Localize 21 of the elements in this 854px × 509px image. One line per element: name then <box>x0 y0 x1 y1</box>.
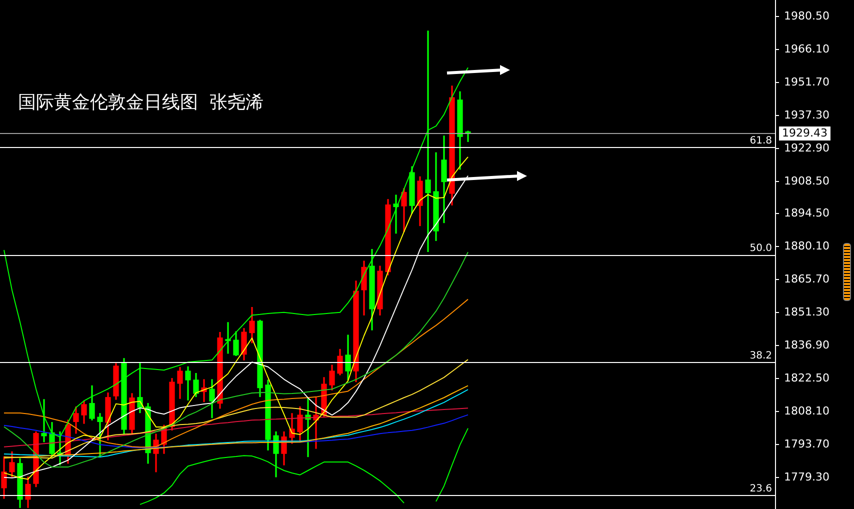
y-tick-label: 1865.70 <box>784 272 830 286</box>
y-tick-label: 1822.50 <box>784 371 830 384</box>
y-tick-label: 1779.30 <box>784 470 830 484</box>
y-tick-label: 1951.70 <box>784 75 830 88</box>
ref-line-label: 1929.43 <box>782 126 828 140</box>
annotation: 61.8 <box>750 136 772 147</box>
text: 国际黄金伦敦金日线图 张尧浠 <box>18 91 264 114</box>
y-tick-label: 1836.90 <box>784 338 830 352</box>
y-tick-label: 1908.50 <box>784 174 830 188</box>
y-tick-label: 1966.10 <box>784 42 830 56</box>
y-tick-label: 1808.10 <box>784 404 830 418</box>
y-tick-label: 1880.10 <box>784 239 830 252</box>
y-tick-label: 1894.50 <box>784 206 830 220</box>
y-tick-label: 1937.30 <box>784 108 830 122</box>
annotation: 38.2 <box>750 350 772 362</box>
y-tick-label: 1980.50 <box>784 9 830 22</box>
y-tick-label: 1851.30 <box>784 305 830 318</box>
y-tick-label: 1793.70 <box>784 437 830 450</box>
annotation: 23.6 <box>750 483 772 494</box>
annotation: 50.0 <box>750 243 772 254</box>
y-tick-label: 1922.90 <box>784 141 830 154</box>
